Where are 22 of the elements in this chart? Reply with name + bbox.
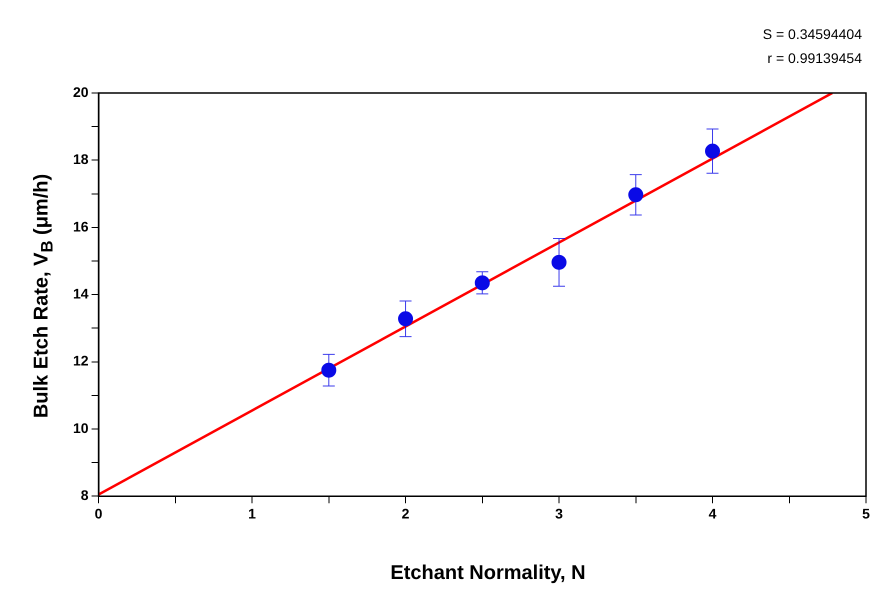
y-tick-label: 12 [72,352,89,369]
text: r = 0.99139454 [766,49,862,68]
point [552,254,567,270]
text: S = 0.34594404 [762,25,862,44]
point [474,275,490,290]
x-tick-label: 3 [555,505,564,522]
y-tick-label: 8 [80,487,89,504]
x-axis-title: Etchant Normality, N [389,562,587,585]
x-tick-label: 0 [94,505,103,522]
y-tick-label: 16 [72,218,89,234]
x-tick-label: 4 [708,505,717,522]
point [398,311,414,326]
point [705,144,720,159]
y-tick-label: 10 [72,420,89,436]
x-tick-label: 5 [862,505,870,522]
y-tick-label: 14 [72,285,89,302]
x-tick-label: 2 [402,505,410,522]
point [628,187,644,202]
y-tick-label: 18 [72,151,89,168]
point [321,362,336,378]
y-tick-label: 20 [72,84,89,100]
x-tick-label: 1 [248,505,256,522]
